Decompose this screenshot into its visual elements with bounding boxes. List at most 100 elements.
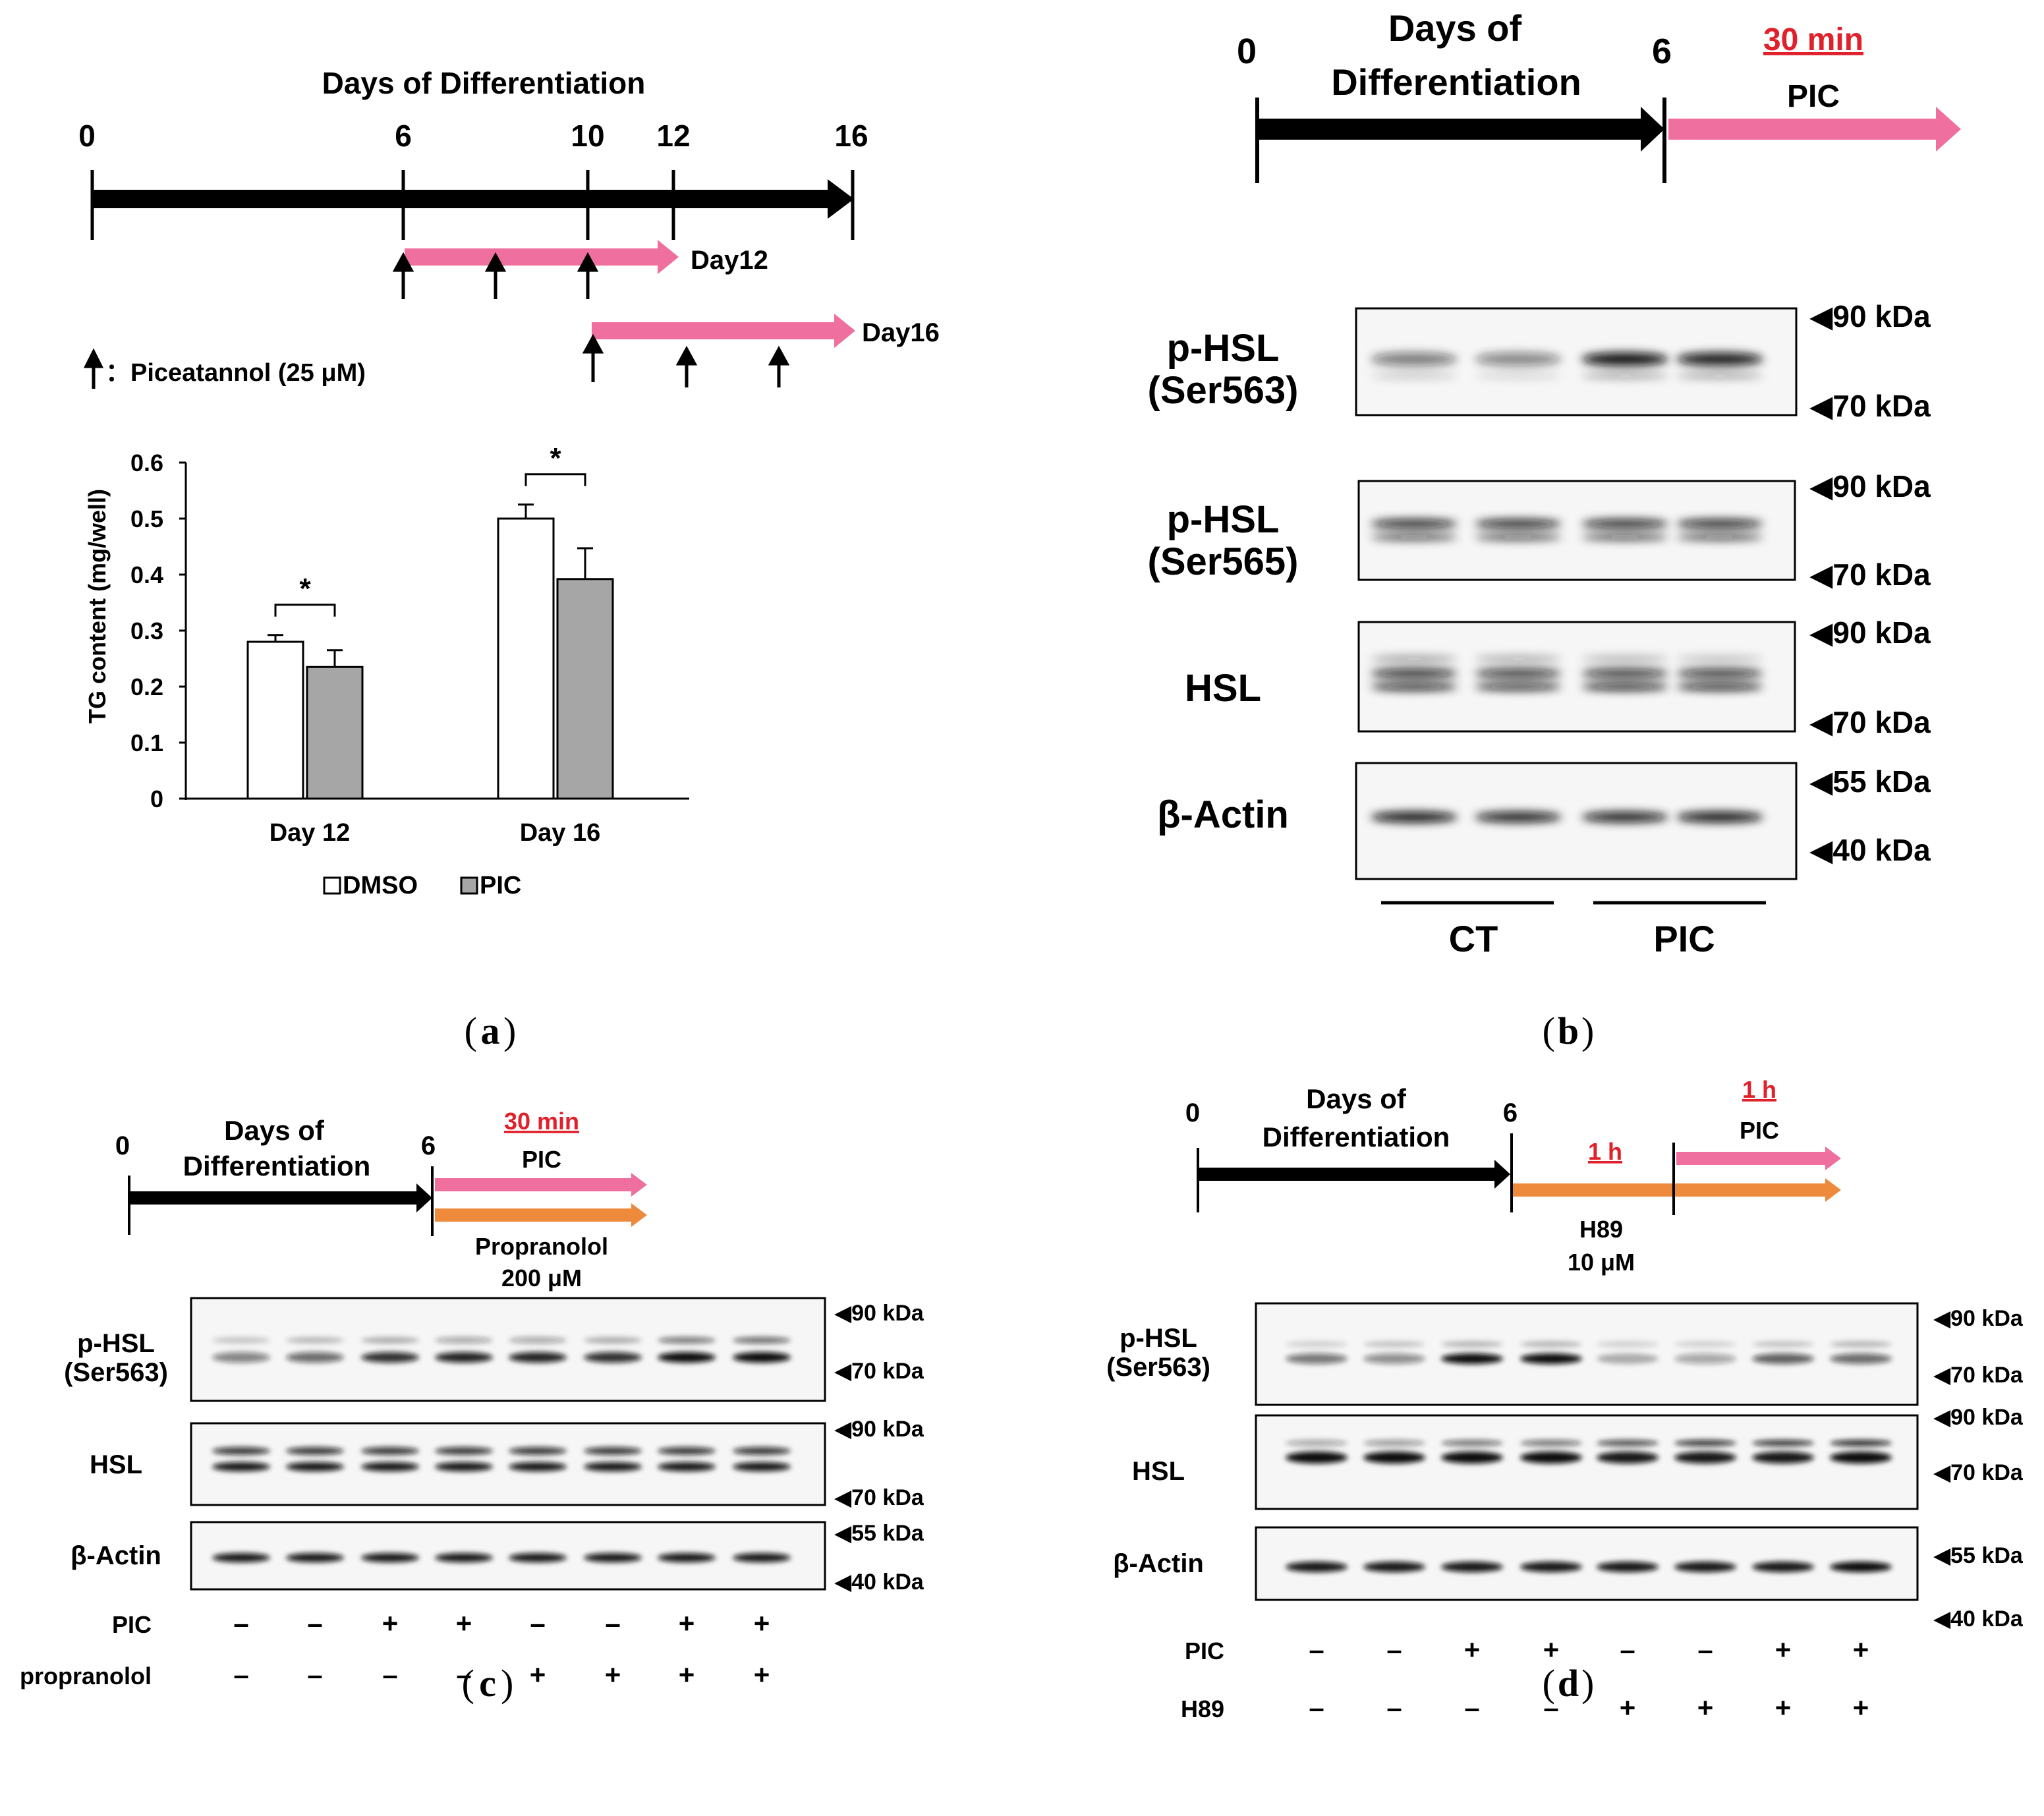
- blot-band: [1676, 683, 1763, 691]
- blot-band: [1475, 534, 1562, 540]
- a-legend: DMSO PIC: [323, 872, 521, 899]
- blot-band: [1441, 1452, 1503, 1463]
- blot-band: [1581, 353, 1668, 366]
- panel_c-sign: –: [307, 1608, 322, 1639]
- a-day16-treatment-arrow: [592, 314, 855, 348]
- c-duration: 30 min: [504, 1108, 579, 1135]
- blot-band: [1371, 353, 1458, 366]
- b-title-line1: Days of: [1388, 7, 1522, 49]
- caption-letter-c: c: [479, 1662, 496, 1705]
- blot-band: [1581, 519, 1668, 528]
- panel_b-marker-top: ◀90 kDa: [1809, 299, 1931, 333]
- d-title-line1: Days of: [1306, 1083, 1407, 1114]
- blot-band: [1286, 1440, 1348, 1446]
- a-y-tick-label: 0.6: [130, 449, 163, 476]
- blot-band: [658, 1553, 716, 1562]
- a-y-tick-label: 0: [150, 785, 163, 812]
- a-significance-star: *: [550, 442, 561, 474]
- panel_d-sign: +: [1775, 1634, 1792, 1665]
- blot-band: [435, 1553, 493, 1562]
- blot-band: [1674, 1341, 1736, 1348]
- panel_c-blot-2: β-Actin ◀55 kDa ◀40 kDa: [71, 1521, 924, 1595]
- panel_c-sign: +: [456, 1608, 472, 1639]
- blot-band: [1676, 519, 1763, 528]
- panel_d-blot-label: p-HSL: [1120, 1324, 1197, 1353]
- panel_d-sign: +: [1853, 1634, 1869, 1665]
- blot-band: [212, 1337, 270, 1344]
- svg-text:): ): [501, 1662, 513, 1705]
- blot-band: [1475, 519, 1562, 528]
- a-legend-swatch-pic: [460, 876, 478, 895]
- blot-band: [1363, 1353, 1425, 1364]
- b-group-ct: CT: [1449, 918, 1498, 959]
- panel_c-sign: –: [605, 1608, 620, 1639]
- blot-band: [509, 1447, 567, 1455]
- a-y-ticks: 0 0.1 0.2 0.3 0.4 0.5 0.6: [130, 449, 186, 812]
- panel_d-sign: +: [1697, 1692, 1714, 1723]
- blot-band: [733, 1447, 791, 1455]
- blot-band: [1475, 812, 1562, 822]
- blot-band: [1752, 1353, 1814, 1364]
- blot-band: [733, 1352, 791, 1363]
- blot-band: [1581, 656, 1668, 662]
- blot-band: [1830, 1341, 1892, 1348]
- blot-band: [733, 1462, 791, 1471]
- svg-text:(: (: [462, 1662, 474, 1705]
- blot-band: [584, 1447, 642, 1455]
- panel_c-sign: –: [233, 1608, 248, 1639]
- blot-band: [1475, 683, 1562, 691]
- panel_d-marker-top: ◀55 kDa: [1933, 1543, 2024, 1568]
- blot-band: [1674, 1353, 1736, 1364]
- blot-band: [1676, 656, 1763, 662]
- c-title-line1: Days of: [224, 1115, 325, 1146]
- blot-band: [1371, 534, 1458, 540]
- panel_b-marker-bottom: ◀70 kDa: [1809, 557, 1931, 592]
- panel-caption-b: ( b ): [1543, 1009, 1595, 1052]
- a-y-tick-label: 0.3: [130, 617, 163, 644]
- panel_d-sign: –: [1543, 1692, 1558, 1723]
- a-day12-label: Day12: [691, 246, 768, 275]
- d-duration-pic: 1 h: [1742, 1076, 1776, 1103]
- blot-band: [1475, 353, 1562, 366]
- b-day-0: 0: [1237, 32, 1257, 71]
- panel_d-marker-bottom: ◀70 kDa: [1933, 1363, 2024, 1388]
- panel_d-sign: +: [1620, 1692, 1636, 1723]
- blot-band: [1752, 1562, 1814, 1572]
- panel_c-sign: +: [679, 1659, 695, 1690]
- panel_b-blot-label: HSL: [1185, 667, 1261, 710]
- a-legend-text: ：Piceatannol (25 μM): [105, 359, 366, 387]
- panel_b-blot-label: p-HSL: [1167, 327, 1280, 370]
- a-legend-pic: PIC: [480, 872, 521, 899]
- blot-band: [658, 1352, 716, 1363]
- panel_b-blot-0: p-HSL(Ser563) ◀90 kDa ◀70 kDa: [1148, 299, 1931, 423]
- c-blot-stack: p-HSL(Ser563) ◀90 kDa ◀70 kDa HSL ◀90 kDa ◀70…: [64, 1297, 924, 1595]
- panel_c-blot-label: p-HSL: [77, 1329, 155, 1358]
- panel_c-sign: +: [754, 1659, 770, 1690]
- a-tick-6: 6: [395, 119, 412, 153]
- panel_d-sign: –: [1386, 1692, 1402, 1723]
- panel_c-blot-label: β-Actin: [71, 1541, 161, 1570]
- a-legend-dmso: DMSO: [343, 872, 418, 899]
- panel-a: Days of Differentiation 0 6 10 12 16 Day…: [78, 66, 940, 899]
- blot-band: [361, 1462, 419, 1471]
- blot-band: [1475, 669, 1562, 678]
- panel_c-blot-label: HSL: [90, 1450, 142, 1479]
- panel_c-sign: +: [605, 1659, 621, 1690]
- c-treatment-propranolol: Propranolol: [475, 1233, 608, 1260]
- blot-band: [658, 1337, 716, 1344]
- c-day-6: 6: [421, 1131, 436, 1160]
- a-day12-treatment-arrow: [405, 240, 679, 274]
- b-group-pic: PIC: [1653, 918, 1715, 959]
- panel_c-blot-frame: [190, 1521, 826, 1591]
- a-tick-12: 12: [656, 119, 690, 153]
- blot-band: [509, 1352, 567, 1363]
- blot-band: [212, 1352, 270, 1363]
- panel_d-marker-bottom: ◀40 kDa: [1933, 1606, 2024, 1632]
- panel-c: 0 Days of Differentiation 6 30 min PIC P…: [20, 1108, 924, 1690]
- panel_d-sign: +: [1775, 1692, 1792, 1723]
- a-y-tick-label: 0.1: [130, 729, 163, 756]
- blot-band: [1520, 1440, 1582, 1446]
- a-bar-pic-1: [556, 578, 614, 800]
- blot-band: [1830, 1353, 1892, 1364]
